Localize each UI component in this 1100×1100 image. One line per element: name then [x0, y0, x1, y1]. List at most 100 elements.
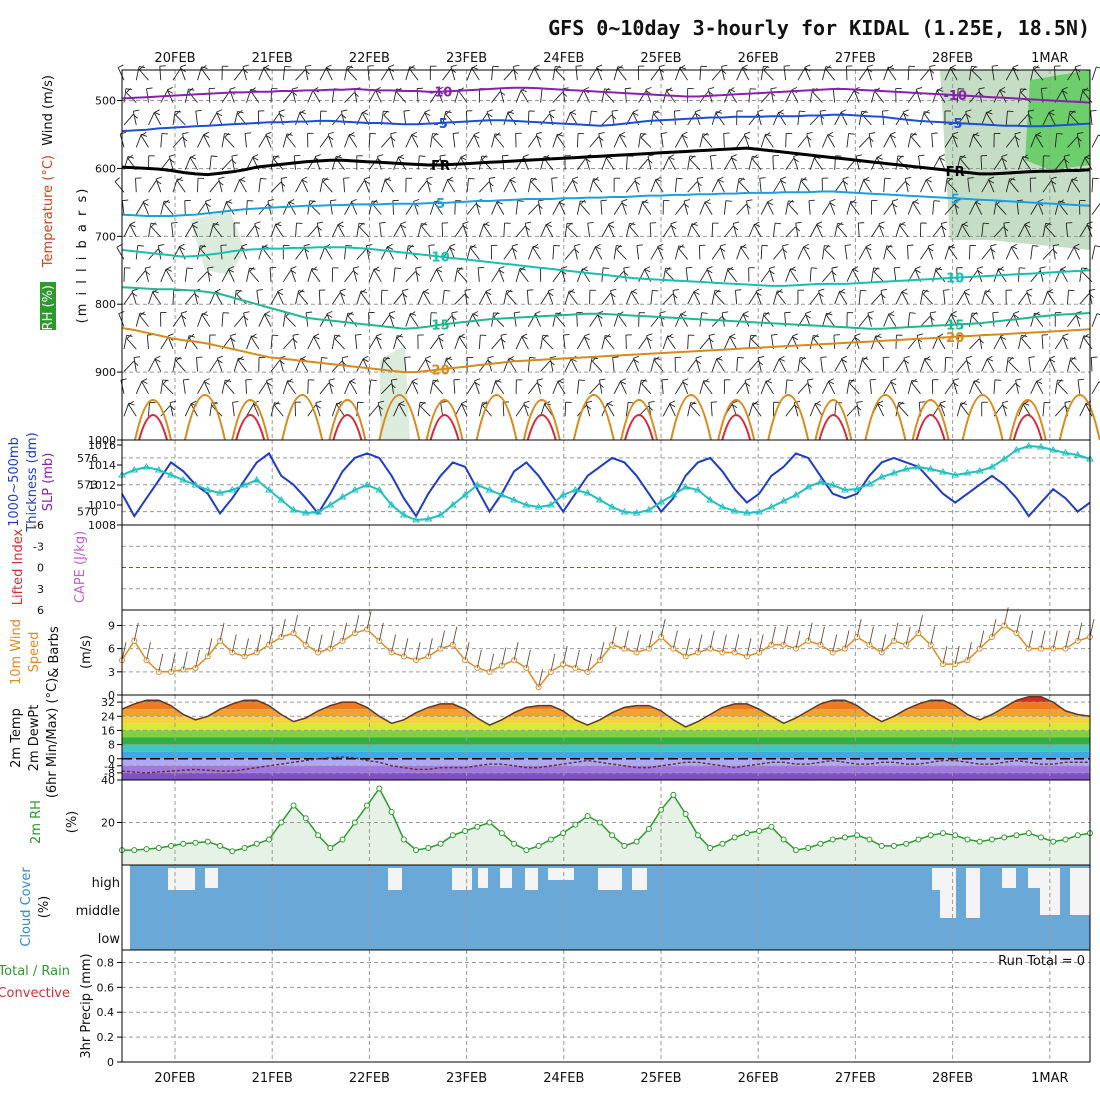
wind-barb: [895, 155, 899, 170]
wind-barb: [668, 157, 676, 171]
wind-barb-flag: [644, 268, 651, 273]
wind-barb: [1058, 203, 1068, 215]
wind-barb-flag: [746, 199, 753, 202]
wind-barb-flag: [939, 154, 945, 158]
wind-barb-flag: [432, 132, 438, 138]
wind-barb-flag: [306, 311, 313, 314]
wind-barb-flag: [998, 266, 1004, 271]
wind-barb: [625, 223, 630, 238]
wind-barb: [852, 269, 860, 283]
wind-barb: [319, 178, 324, 193]
wind-barb-flag: [305, 64, 312, 67]
wind-barb-flag: [779, 358, 785, 362]
wind-barb: [907, 312, 911, 327]
wind-barb: [483, 225, 492, 238]
wind-barb-flag: [366, 244, 373, 247]
slp-point: [951, 471, 960, 478]
wind-barb: [778, 112, 787, 126]
wind-barb-flag: [861, 110, 867, 115]
wind-barb: [172, 290, 175, 305]
wind-barb: [241, 246, 247, 260]
wind-barb: [610, 290, 615, 305]
wind-barb: [429, 90, 439, 103]
wind-barb: [371, 203, 382, 215]
wind-barb: [809, 156, 816, 170]
wind-barb-flag: [880, 288, 888, 291]
wind-barb-flag: [375, 333, 382, 337]
cloud-gap: [1028, 868, 1040, 888]
wind-barb-flag: [1069, 110, 1075, 116]
wind-barb-flag: [390, 132, 397, 135]
wind-barb: [863, 180, 872, 193]
wind-barb: [258, 178, 261, 193]
wind-barb: [972, 315, 983, 327]
y-axis-label: & Barbs: [47, 626, 62, 678]
wind-barb: [601, 292, 611, 305]
wind-barb: [398, 403, 407, 417]
y-tick-label: 900: [95, 366, 116, 379]
wind-barb-flag: [555, 65, 561, 71]
wind-barb-flag: [195, 109, 202, 112]
wind-barb-flag: [313, 333, 320, 337]
wind-barb-flag: [447, 176, 453, 181]
wind-barb-flag: [647, 154, 654, 157]
wind-barb-flag: [500, 333, 507, 336]
wind-barb-flag: [668, 154, 675, 158]
rh-point: [756, 828, 763, 834]
bottom-date-label: 1MAR: [1031, 1071, 1068, 1086]
wind-barb: [674, 313, 682, 327]
y-tick-label: 6: [37, 604, 44, 617]
wind-barb: [519, 270, 529, 283]
wind-barb: [807, 622, 813, 642]
wind-barb: [1085, 403, 1093, 417]
wind-barb: [378, 622, 384, 642]
wind-barb-flag: [1034, 312, 1041, 316]
wind-barb-flag: [658, 64, 665, 68]
wind-barb-flag: [659, 311, 666, 314]
wind-barb: [280, 618, 286, 638]
wind-barb: [567, 226, 578, 238]
wind-barb-flag: [494, 132, 500, 137]
wind-barb-flag: [967, 177, 974, 179]
y-axis-label: Cloud Cover: [19, 867, 34, 947]
wind-barb: [329, 200, 333, 215]
wind-barb: [674, 178, 678, 193]
wind-barb: [638, 201, 644, 215]
wind-barb-flag: [873, 267, 880, 270]
wind-barb-flag: [464, 289, 471, 291]
wind-barb: [899, 225, 909, 238]
wind-barb: [368, 379, 372, 394]
wind-barb-flag: [377, 154, 384, 157]
isotherm-label: 20: [432, 363, 450, 378]
wind-barb: [969, 91, 979, 103]
wind-barb-flag: [765, 378, 772, 383]
wind-barb: [374, 89, 382, 103]
wind-barb: [354, 615, 360, 634]
wind-barb: [411, 134, 419, 148]
wind-barb: [631, 291, 640, 305]
rh-point: [315, 832, 322, 839]
cloud-gap: [525, 868, 538, 890]
rh-point: [805, 845, 812, 851]
wind-barb: [674, 245, 680, 260]
wind-barb: [163, 203, 174, 215]
wind-barb-flag: [482, 401, 488, 406]
wind-barb: [699, 201, 706, 215]
wind-barb: [650, 68, 660, 81]
wind-barb: [785, 200, 789, 215]
wind-barb: [270, 291, 279, 305]
wind-barb: [275, 225, 284, 238]
wind-barb-flag: [525, 221, 532, 224]
wind-barb-flag: [741, 245, 748, 249]
wind-barb: [491, 91, 501, 103]
wind-barb-flag: [1020, 88, 1027, 91]
wind-barb: [846, 133, 850, 148]
wind-barb: [252, 403, 260, 417]
wind-barb: [695, 357, 701, 372]
wind-barb: [356, 402, 358, 417]
wind-barb: [1067, 68, 1076, 81]
wind-barb: [956, 156, 961, 170]
y-axis-label: 3hr Precip (mm): [79, 953, 94, 1058]
wind-barb-flag: [763, 65, 770, 68]
wind-barb-flag: [767, 198, 773, 203]
